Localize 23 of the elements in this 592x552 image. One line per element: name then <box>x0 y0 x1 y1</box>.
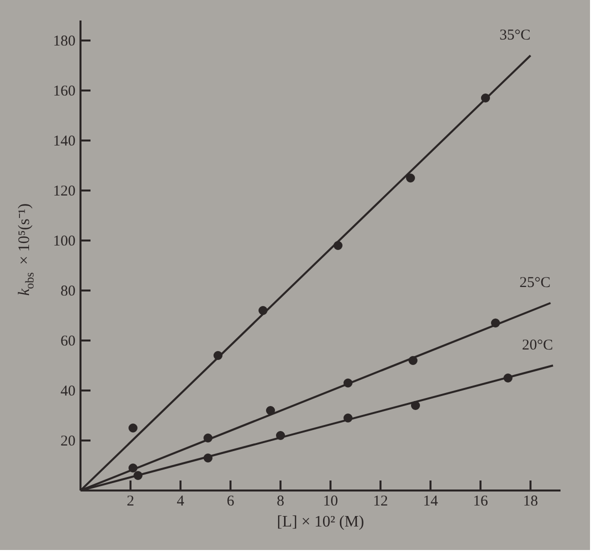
y-tick-label: 40 <box>60 384 76 400</box>
y-tick-label: 140 <box>53 134 76 150</box>
y-tick-label: 60 <box>60 334 76 350</box>
x-axis-title: [L] × 10² (M) <box>276 514 364 530</box>
y-tick-label: 80 <box>60 284 76 300</box>
x-tick-label: 14 <box>423 494 438 510</box>
series-label: 35°C <box>499 28 531 44</box>
y-tick-label: 20 <box>60 434 76 450</box>
x-tick-label: 4 <box>176 494 185 510</box>
x-tick-label: 18 <box>523 494 538 510</box>
series-label: 20°C <box>522 338 554 354</box>
y-tick-label: 100 <box>53 234 76 250</box>
y-tick-label: 160 <box>53 84 76 100</box>
x-tick-label: 2 <box>126 494 134 510</box>
x-tick-label: 12 <box>373 494 388 510</box>
y-axis-title: kobs × 10⁵(s⁻¹) <box>16 203 36 296</box>
x-tick-label: 8 <box>276 494 284 510</box>
x-tick-label: 16 <box>473 494 488 510</box>
series-label: 25°C <box>519 275 551 291</box>
y-tick-label: 180 <box>53 34 76 50</box>
y-tick-label: 120 <box>53 184 76 200</box>
x-tick-label: 10 <box>323 494 338 510</box>
x-tick-label: 6 <box>226 494 235 510</box>
